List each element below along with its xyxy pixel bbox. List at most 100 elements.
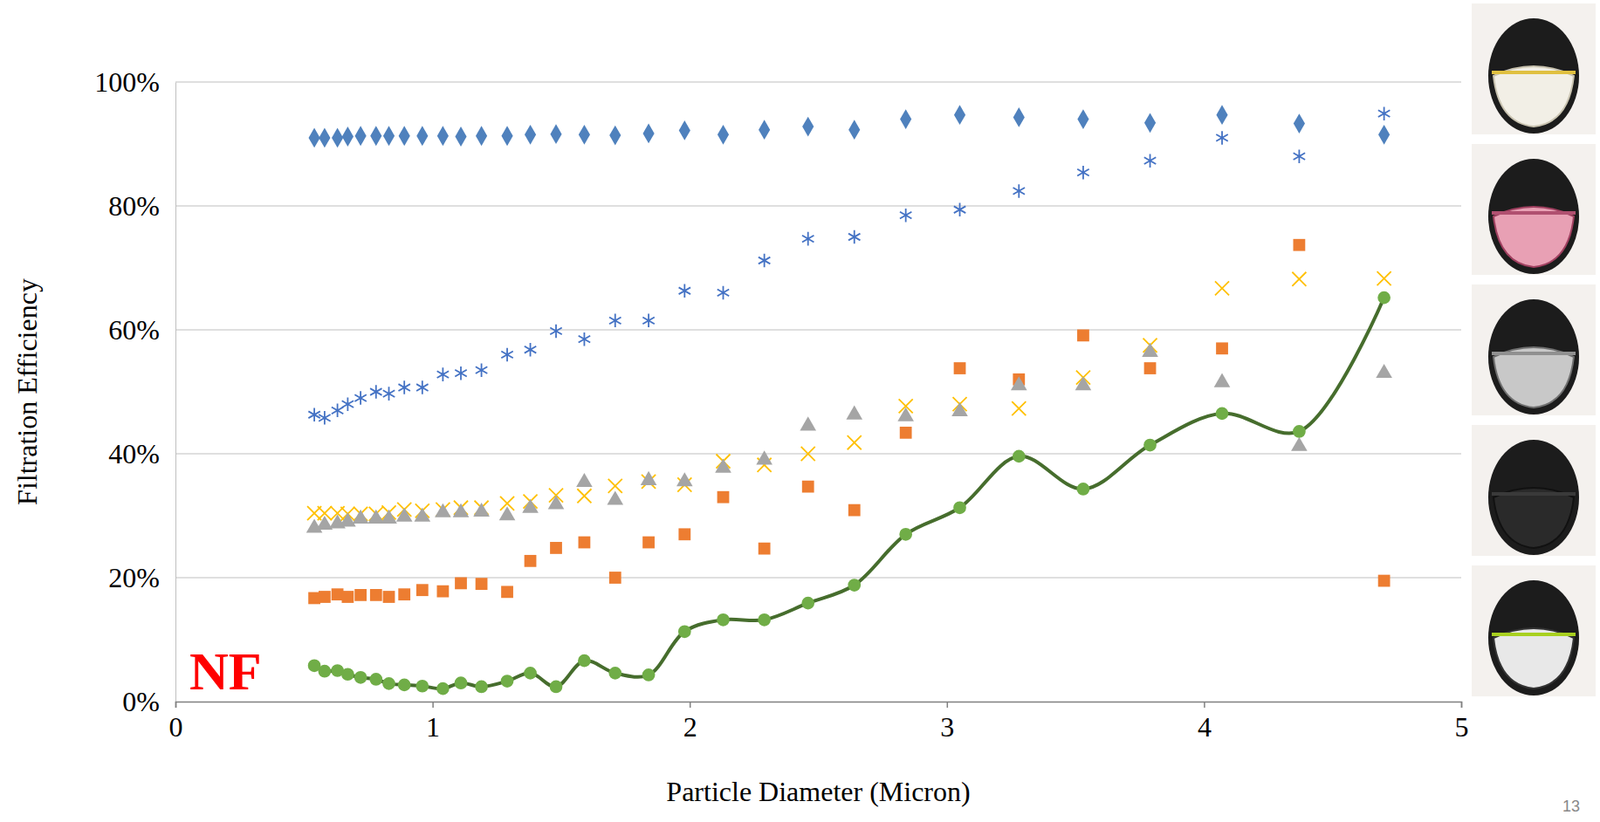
point <box>318 590 331 604</box>
point <box>1377 291 1391 305</box>
point <box>331 588 344 601</box>
photo-background <box>1471 3 1596 135</box>
point <box>475 577 488 591</box>
point <box>454 366 467 381</box>
point <box>577 654 591 668</box>
point <box>331 404 344 419</box>
point <box>501 348 513 363</box>
point <box>758 119 770 140</box>
point <box>1375 363 1393 378</box>
point <box>714 459 732 474</box>
x-tick-label: 0 <box>169 711 184 743</box>
point <box>1144 112 1156 133</box>
point <box>499 506 516 521</box>
point <box>549 324 562 339</box>
point <box>1378 106 1390 121</box>
point <box>416 583 429 597</box>
point <box>339 512 357 527</box>
point <box>758 254 770 268</box>
mannequin-head <box>1488 439 1580 556</box>
series <box>308 106 1390 425</box>
mask-photo <box>1471 565 1596 697</box>
point <box>416 125 428 146</box>
point <box>1377 271 1392 286</box>
point <box>954 104 966 125</box>
point <box>1293 239 1306 252</box>
point <box>576 488 591 503</box>
point <box>436 585 449 598</box>
x-tick-mark <box>947 701 949 708</box>
point <box>642 536 655 550</box>
point <box>642 123 654 145</box>
y-axis-title: Filtration Efficiency <box>11 278 43 506</box>
point <box>501 585 514 598</box>
series <box>308 239 1390 605</box>
point <box>609 125 621 146</box>
y-tick-label: 60% <box>108 314 160 346</box>
point <box>398 380 410 395</box>
point <box>1075 376 1092 391</box>
point <box>501 125 513 146</box>
point <box>549 680 564 694</box>
x-tick: 5 <box>1455 701 1470 743</box>
point <box>717 286 729 301</box>
point <box>1215 342 1229 355</box>
point <box>1010 376 1028 391</box>
point <box>899 109 912 130</box>
y-tick: 20% <box>108 562 176 594</box>
point <box>396 508 413 522</box>
mask-strap <box>1491 211 1576 215</box>
x-tick-mark <box>1203 701 1206 708</box>
grid <box>175 82 1462 578</box>
point <box>845 405 863 420</box>
point <box>437 367 449 382</box>
y-tick-label: 40% <box>108 438 160 470</box>
point <box>1144 362 1157 375</box>
point <box>475 125 488 146</box>
point <box>642 314 654 329</box>
x-tick: 3 <box>940 701 955 743</box>
point <box>437 125 449 146</box>
mask-photo <box>1471 3 1596 135</box>
point <box>847 435 862 450</box>
point <box>414 508 432 522</box>
point <box>899 528 913 542</box>
point <box>847 578 861 592</box>
point <box>318 411 330 426</box>
y-tick: 80% <box>108 190 176 222</box>
point <box>342 397 354 412</box>
point <box>524 555 537 568</box>
point <box>355 125 367 146</box>
point <box>383 386 395 401</box>
point <box>716 613 730 627</box>
point <box>341 667 355 681</box>
point <box>370 384 382 399</box>
grid-line <box>175 205 1462 207</box>
series <box>308 291 1391 696</box>
point <box>678 528 691 541</box>
point <box>676 472 694 487</box>
point <box>415 679 429 694</box>
point <box>1144 153 1156 168</box>
point <box>354 391 366 406</box>
point <box>802 116 814 138</box>
x-tick-label: 1 <box>425 711 440 743</box>
point <box>642 668 656 682</box>
photo-background <box>1471 284 1596 416</box>
mask-strap <box>1491 632 1576 637</box>
point <box>454 126 467 147</box>
point <box>524 124 536 145</box>
x-tick-mark <box>1461 701 1463 708</box>
point <box>398 678 412 692</box>
point <box>578 124 591 145</box>
point <box>331 128 344 149</box>
x-tick-mark <box>432 701 434 708</box>
mask-photo <box>1471 425 1596 557</box>
point <box>1215 281 1230 296</box>
x-tick: 2 <box>683 701 698 743</box>
photo-background <box>1471 425 1596 557</box>
point <box>755 450 773 465</box>
x-tick-mark <box>175 701 178 708</box>
point <box>549 123 562 145</box>
point <box>1378 575 1391 588</box>
